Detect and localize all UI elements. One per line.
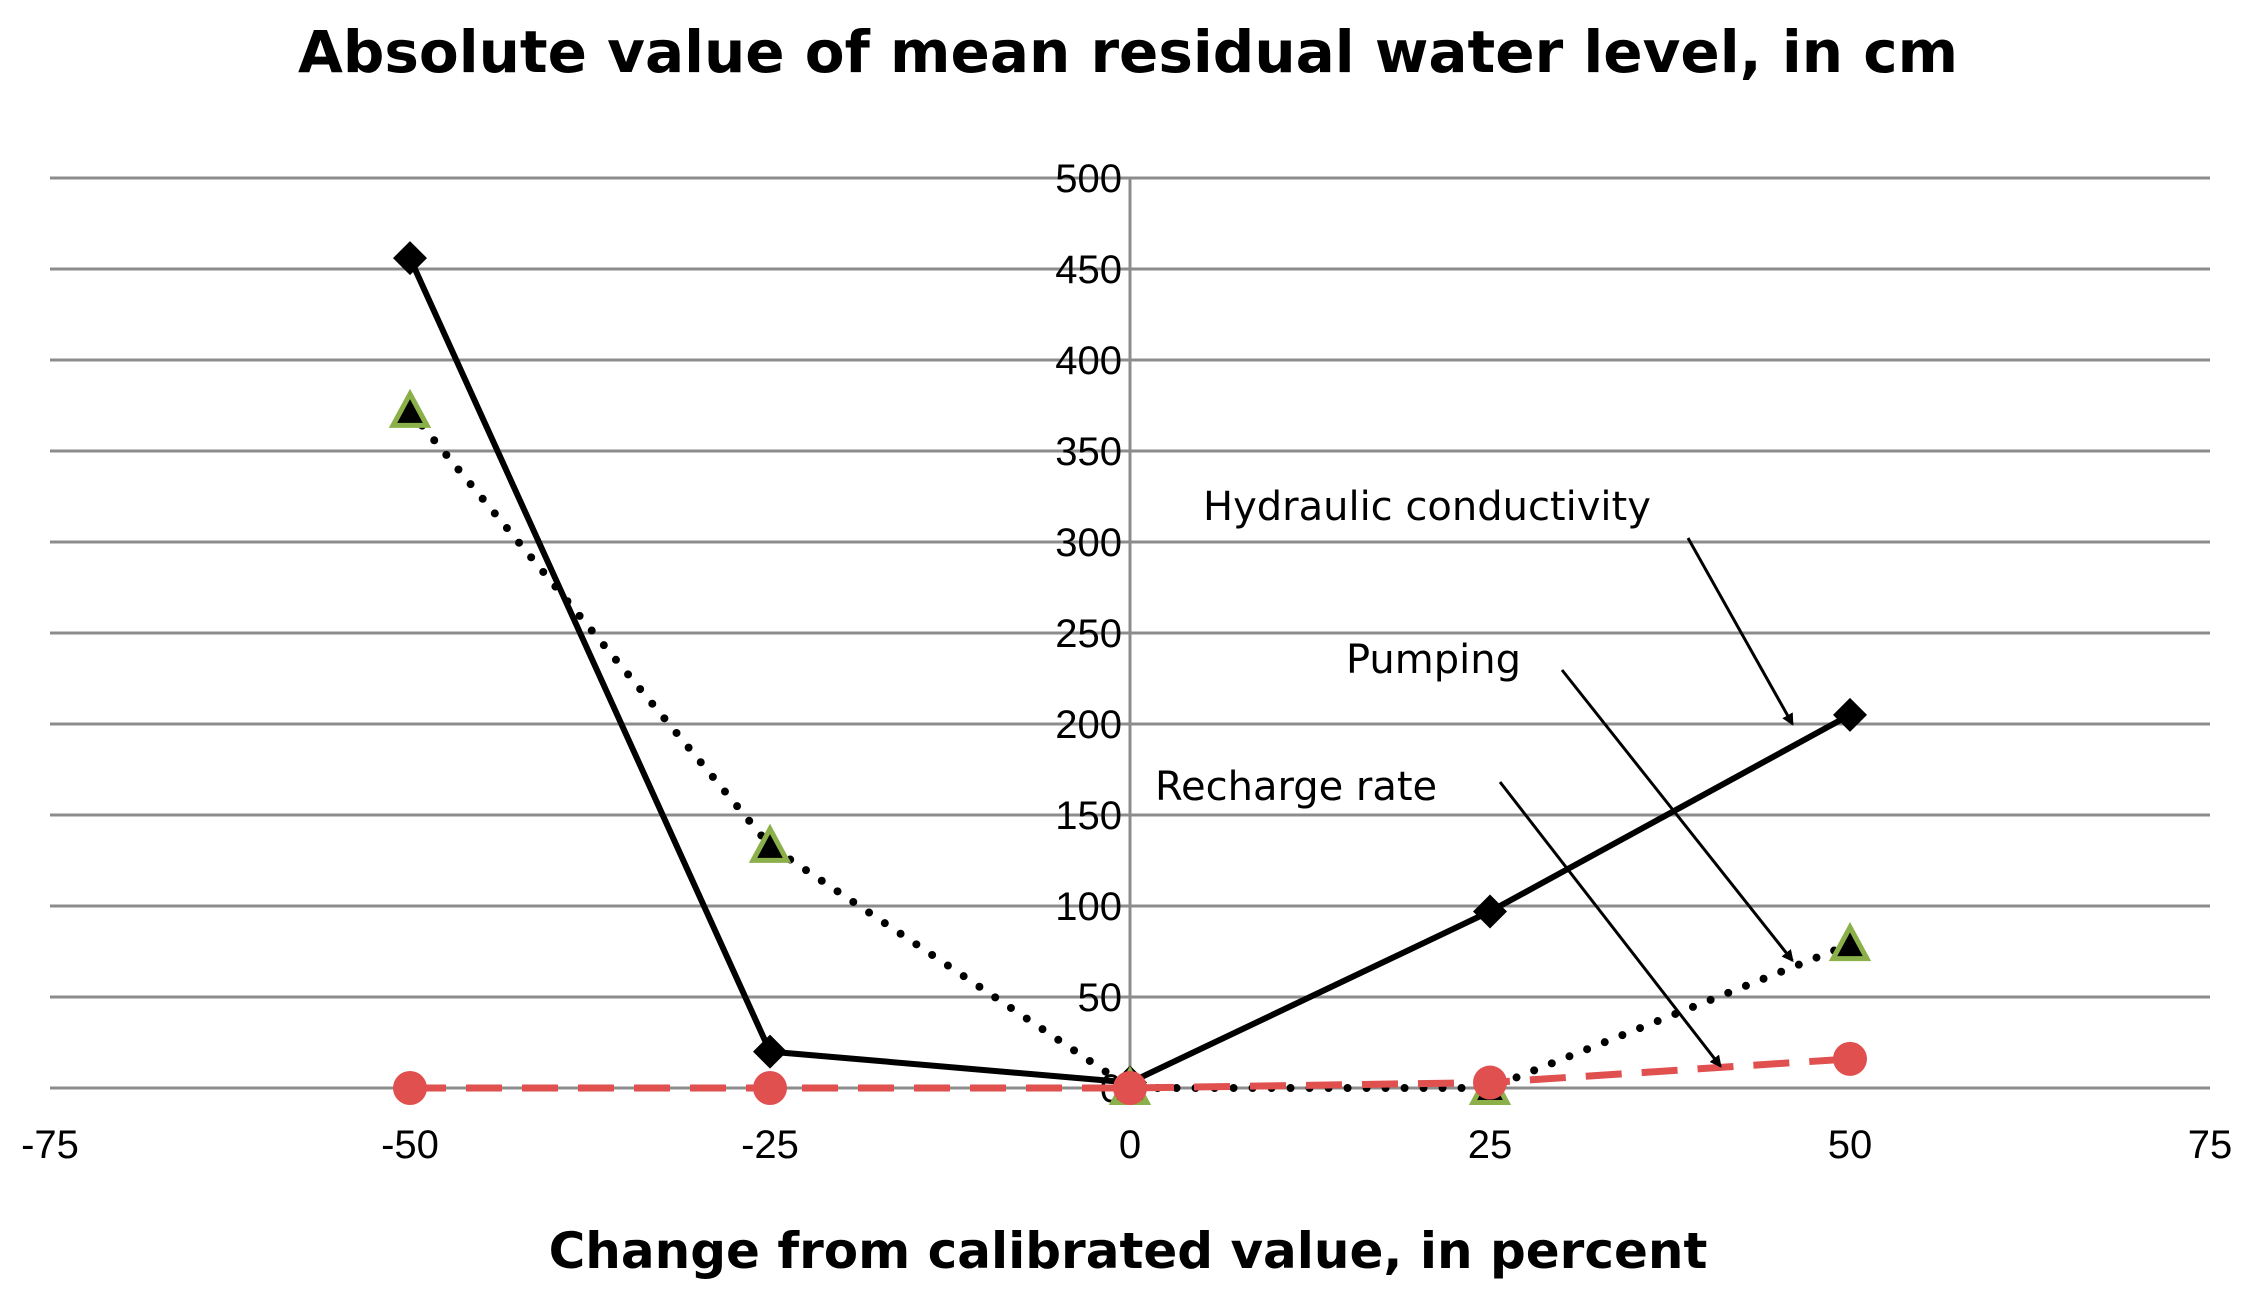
- marker-pumping: [1828, 921, 1872, 962]
- x-tick-label: -25: [741, 1123, 799, 1167]
- annotation-recharge: Recharge rate: [1155, 764, 1437, 810]
- annotation-arrow-pumping: [1560, 669, 1794, 963]
- y-tick-label: 200: [1055, 703, 1122, 747]
- x-tick-label: 0: [1119, 1123, 1141, 1167]
- marker-recharge: [1833, 1041, 1867, 1076]
- y-tick-label: 400: [1055, 339, 1122, 383]
- marker-recharge: [393, 1071, 427, 1105]
- series-line-pumping: [406, 406, 1854, 1092]
- y-tick-label: 500: [1055, 157, 1122, 201]
- y-tick-label: 300: [1055, 521, 1122, 565]
- series-markers: [388, 241, 1872, 1105]
- y-tick-label: 250: [1055, 612, 1122, 656]
- annotations: Hydraulic conductivity Pumping Recharge ra…: [1155, 484, 1794, 1068]
- marker-recharge: [753, 1071, 787, 1105]
- marker-pumping: [748, 823, 792, 863]
- annotation-arrow-hydraulic: [1686, 537, 1794, 726]
- y-tick-label: 350: [1055, 430, 1122, 474]
- marker-hydraulic: [1473, 894, 1507, 929]
- annotation-pumping: Pumping: [1346, 637, 1521, 683]
- x-axis-title: Change from calibrated value, in percent: [549, 1222, 1708, 1280]
- marker-hydraulic: [1833, 697, 1867, 732]
- chart-title: Absolute value of mean residual water le…: [298, 18, 1958, 86]
- series-line-recharge: [410, 1055, 1851, 1092]
- y-tick-label: 50: [1078, 976, 1123, 1020]
- annotation-arrow-recharge: [1498, 781, 1722, 1068]
- x-tick-label: 50: [1828, 1123, 1873, 1167]
- x-tick-label: 75: [2188, 1123, 2233, 1167]
- x-tick-label: 25: [1468, 1123, 1513, 1167]
- x-tick-label: -50: [381, 1123, 439, 1167]
- y-tick-label: 150: [1055, 794, 1122, 838]
- marker-recharge: [1113, 1071, 1147, 1105]
- annotation-hydraulic: Hydraulic conductivity: [1203, 484, 1651, 530]
- marker-hydraulic: [753, 1034, 787, 1069]
- marker-hydraulic: [393, 241, 427, 276]
- marker-pumping: [388, 388, 432, 428]
- marker-recharge: [1473, 1065, 1507, 1100]
- y-tick-label: 450: [1055, 248, 1122, 292]
- y-tick-label: 100: [1055, 885, 1122, 929]
- x-tick-label: -75: [21, 1123, 79, 1167]
